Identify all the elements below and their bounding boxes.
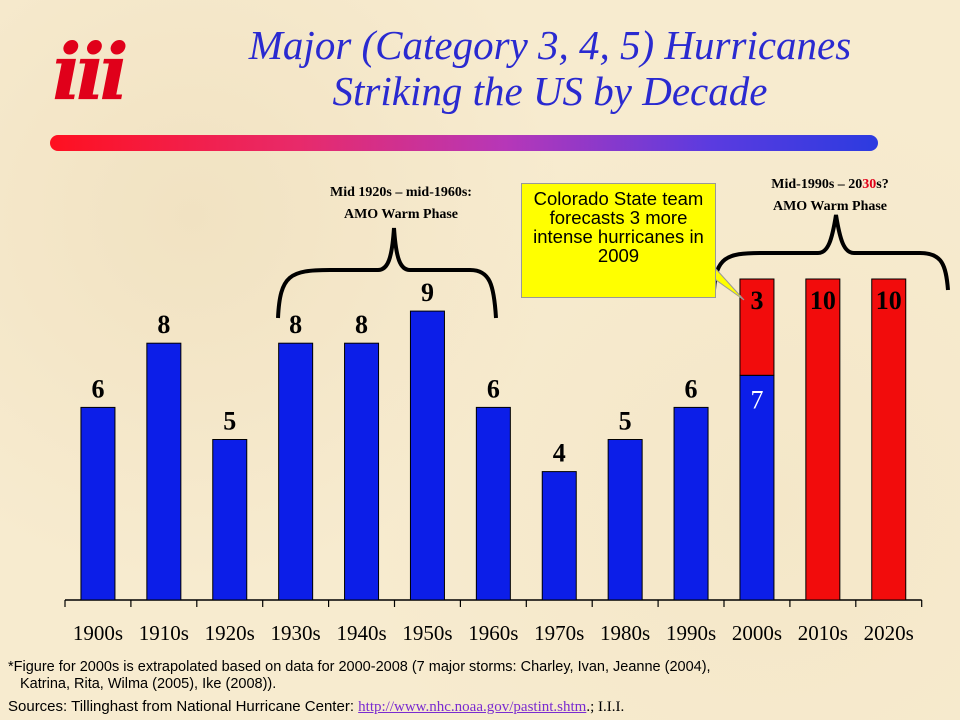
forecast-callout: Colorado State team forecasts 3 more int…	[521, 183, 716, 298]
bar-1930s-blue	[278, 342, 314, 601]
bar-1970s-blue	[541, 471, 577, 601]
warm-phase-2-brace	[712, 214, 950, 291]
data-label-1930s: 8	[289, 310, 302, 339]
bar-1960s-blue	[475, 406, 511, 601]
data-label-1940s: 8	[355, 310, 368, 339]
bar-1900s-blue	[80, 406, 116, 601]
x-tick-label-1940s: 1940s	[336, 621, 386, 645]
data-label-1970s: 4	[553, 439, 566, 468]
bar-1990s-blue	[673, 406, 709, 601]
footnote-line-2: Katrina, Rita, Wilma (2005), Ike (2008))…	[20, 676, 277, 692]
data-label-1920s: 5	[223, 407, 236, 436]
data-label-1910s: 8	[157, 310, 170, 339]
warm-phase-1-period: Mid 1920s – mid-1960s:	[330, 185, 472, 200]
x-tick-label-2020s: 2020s	[864, 621, 914, 645]
data-label-1900s: 6	[91, 374, 104, 403]
warm-phase-2-label: AMO Warm Phase	[772, 199, 888, 214]
bar-2010s-red	[805, 278, 841, 601]
gradient-divider	[50, 135, 878, 151]
warm-phase-1-annotation: Mid 1920s – mid-1960s: AMO Warm Phase	[286, 182, 516, 226]
data-label-1960s: 6	[487, 374, 500, 403]
bar-1910s-blue	[146, 342, 182, 601]
source-link[interactable]: http://www.nhc.noaa.gov/pastint.shtm	[358, 699, 587, 715]
warm-phase-2-period: Mid-1990s – 2030s?	[771, 177, 889, 192]
x-tick-label-1960s: 1960s	[468, 621, 518, 645]
x-tick-label-1990s: 1990s	[666, 621, 716, 645]
title-line-2: Striking the US by Decade	[332, 68, 768, 114]
bar-1950s-blue	[409, 310, 445, 601]
x-tick-label-1970s: 1970s	[534, 621, 584, 645]
x-tick-label-1900s: 1900s	[73, 621, 123, 645]
iii-logo: iii	[52, 27, 129, 118]
x-tick-label-1930s: 1930s	[271, 621, 321, 645]
x-tick-label-2010s: 2010s	[798, 621, 848, 645]
warm-phase-1-label: AMO Warm Phase	[343, 207, 459, 222]
x-tick-label-1920s: 1920s	[205, 621, 255, 645]
x-tick-label-1980s: 1980s	[600, 621, 650, 645]
data-label-2000s-observed: 7	[750, 385, 763, 414]
data-label-1990s: 6	[685, 374, 698, 403]
x-tick-label-1910s: 1910s	[139, 621, 189, 645]
bar-1980s-blue	[607, 439, 643, 601]
bar-2020s-red	[871, 278, 907, 601]
footnote-line-1: *Figure for 2000s is extrapolated based …	[8, 659, 711, 675]
sources: Sources: Tillinghast from National Hurri…	[8, 698, 625, 715]
bar-1920s-blue	[212, 439, 248, 601]
x-tick-label-1950s: 1950s	[402, 621, 452, 645]
page-title: Major (Category 3, 4, 5) Hurricanes Stri…	[150, 22, 950, 114]
data-label-1980s: 5	[619, 407, 632, 436]
warm-phase-2-annotation: Mid-1990s – 2030s? AMO Warm Phase	[720, 174, 940, 218]
title-line-1: Major (Category 3, 4, 5) Hurricanes	[248, 22, 852, 68]
warm-phase-1-brace	[276, 227, 498, 319]
bar-2000s-blue	[739, 374, 775, 601]
bar-1940s-blue	[344, 342, 380, 601]
data-label-2000s: 3	[750, 286, 763, 315]
x-tick-label-2000s: 2000s	[732, 621, 782, 645]
bar-2000s-red	[739, 278, 775, 376]
data-label-1950s: 9	[421, 278, 434, 307]
data-label-2010s: 10	[810, 286, 836, 315]
data-label-2020s: 10	[876, 286, 902, 315]
